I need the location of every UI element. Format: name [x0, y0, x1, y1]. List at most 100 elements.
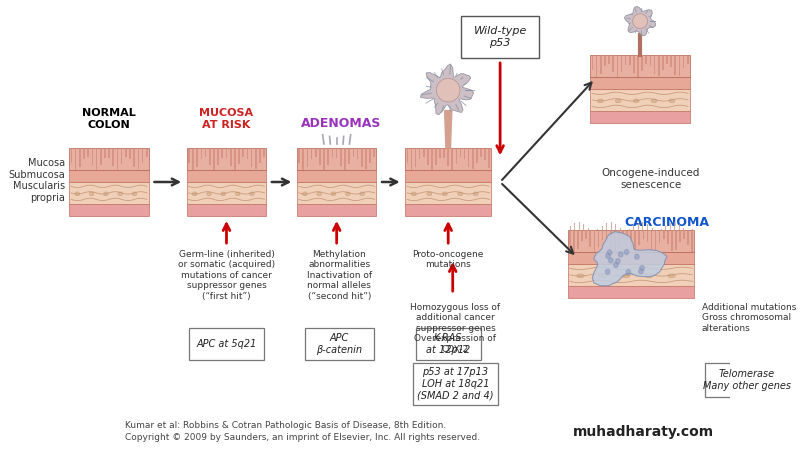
Ellipse shape: [669, 99, 675, 103]
Bar: [298, 148, 300, 163]
Bar: [186, 204, 266, 216]
Bar: [196, 148, 198, 167]
Ellipse shape: [577, 274, 584, 278]
Bar: [455, 148, 457, 164]
Bar: [650, 55, 651, 66]
Bar: [340, 148, 342, 166]
Bar: [234, 148, 236, 170]
Bar: [480, 148, 482, 157]
Bar: [460, 148, 462, 157]
Bar: [117, 148, 118, 170]
Text: muhadharaty.com: muhadharaty.com: [573, 425, 714, 439]
Bar: [610, 230, 611, 248]
Ellipse shape: [132, 192, 137, 196]
Bar: [582, 230, 583, 241]
Bar: [70, 204, 149, 216]
Bar: [468, 148, 470, 167]
Text: Kumar et al: Robbins & Cotran Pathologic Basis of Disease, 8th Edition.: Kumar et al: Robbins & Cotran Pathologic…: [126, 420, 446, 429]
Bar: [602, 230, 603, 240]
Bar: [590, 55, 690, 77]
Bar: [626, 230, 628, 241]
Bar: [297, 182, 377, 204]
Text: K-RAS
at 12p12: K-RAS at 12p12: [426, 333, 470, 355]
Bar: [242, 148, 244, 157]
Circle shape: [638, 269, 643, 274]
Text: Oncogene-induced
senescence: Oncogene-induced senescence: [602, 168, 700, 190]
Bar: [612, 55, 614, 72]
Bar: [629, 55, 630, 65]
Bar: [590, 111, 690, 123]
Polygon shape: [624, 6, 656, 36]
Ellipse shape: [331, 192, 336, 196]
Bar: [406, 148, 491, 170]
FancyBboxPatch shape: [413, 363, 498, 405]
Bar: [370, 148, 371, 163]
Bar: [259, 148, 261, 163]
Bar: [70, 148, 72, 163]
Bar: [327, 148, 329, 165]
Ellipse shape: [411, 192, 417, 196]
Bar: [634, 230, 636, 252]
Ellipse shape: [615, 99, 622, 103]
Bar: [255, 148, 257, 169]
Text: p53 at 17p13
LOH at 18q21
(SMAD 2 and 4): p53 at 17p13 LOH at 18q21 (SMAD 2 and 4): [417, 367, 494, 400]
Bar: [666, 55, 668, 64]
Bar: [374, 148, 375, 157]
Bar: [323, 148, 325, 170]
Ellipse shape: [598, 99, 603, 103]
FancyBboxPatch shape: [705, 363, 788, 397]
Bar: [297, 204, 377, 216]
Bar: [642, 230, 644, 239]
Ellipse shape: [235, 192, 240, 196]
Circle shape: [640, 266, 644, 271]
Bar: [431, 148, 433, 170]
Bar: [670, 55, 672, 68]
Ellipse shape: [473, 192, 478, 196]
Bar: [121, 148, 122, 164]
Text: Copyright © 2009 by Saunders, an imprint of Elsevier, Inc. All rights reserved.: Copyright © 2009 by Saunders, an imprint…: [126, 434, 481, 443]
Text: APC at 5q21: APC at 5q21: [196, 339, 257, 349]
Text: Homozygous loss of
additional cancer
suppressor genes
Overexpression of
COX-2: Homozygous loss of additional cancer sup…: [410, 303, 501, 354]
Bar: [104, 148, 106, 158]
Circle shape: [609, 258, 613, 263]
Bar: [654, 230, 656, 251]
Bar: [427, 148, 429, 165]
Text: Germ-line (inherited)
or somatic (acquired)
mutations of cancer
suppressor genes: Germ-line (inherited) or somatic (acquir…: [178, 250, 275, 301]
Bar: [476, 148, 478, 163]
Bar: [70, 182, 149, 204]
Text: Proto-oncogene
mutations: Proto-oncogene mutations: [413, 250, 484, 269]
Circle shape: [618, 252, 623, 257]
Bar: [96, 148, 98, 170]
Bar: [230, 148, 231, 166]
Bar: [87, 148, 89, 158]
Ellipse shape: [75, 192, 80, 196]
Bar: [614, 230, 615, 252]
Bar: [667, 230, 669, 244]
Bar: [108, 148, 110, 158]
Bar: [129, 148, 131, 159]
Bar: [586, 230, 587, 239]
Circle shape: [614, 262, 618, 267]
Bar: [192, 148, 194, 169]
Bar: [435, 148, 437, 165]
Text: MUCOSA
AT RISK: MUCOSA AT RISK: [199, 109, 254, 130]
Bar: [679, 230, 681, 242]
Bar: [79, 148, 81, 167]
Bar: [625, 55, 626, 65]
Bar: [423, 148, 425, 158]
Bar: [568, 252, 694, 264]
Bar: [592, 55, 594, 70]
Circle shape: [606, 253, 610, 258]
Ellipse shape: [651, 99, 657, 103]
Bar: [91, 148, 93, 165]
Ellipse shape: [221, 192, 226, 196]
Bar: [297, 170, 377, 182]
Bar: [306, 148, 308, 167]
Ellipse shape: [458, 192, 462, 196]
Bar: [410, 148, 412, 169]
Bar: [186, 148, 266, 170]
Bar: [569, 230, 570, 245]
Ellipse shape: [250, 192, 254, 196]
Circle shape: [624, 250, 629, 255]
Bar: [472, 148, 474, 169]
